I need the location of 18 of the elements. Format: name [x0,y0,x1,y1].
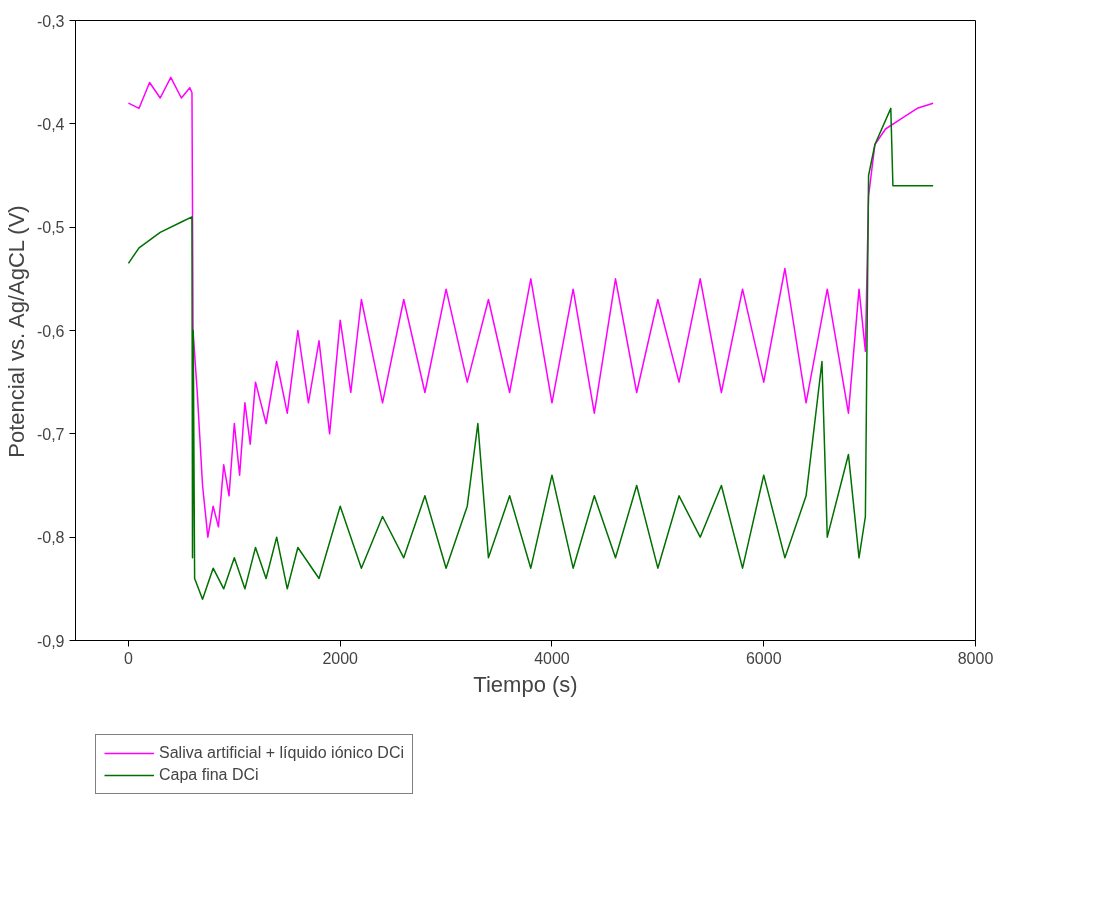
y-axis-title: Potencial vs. Ag/AgCL (V) [3,205,29,458]
legend-label: Capa fina DCi [159,766,259,784]
y-tick-label: -0,5 [36,219,65,237]
y-tick-label: -0,8 [36,529,65,547]
line-series [127,107,934,600]
x-tick-label: 0 [123,649,133,667]
line-series [127,76,934,538]
y-tick-label: -0,9 [36,632,65,650]
x-tick-label: 2000 [322,649,359,667]
y-tick-label: -0,4 [36,115,65,133]
y-tick-label: -0,3 [36,12,65,30]
y-tick-label: -0,6 [36,322,65,340]
x-tick-label: 8000 [957,649,994,667]
y-tick-label: -0,7 [36,425,65,443]
x-tick-label: 4000 [534,649,570,667]
legend-label: Saliva artificial + líquido iónico DCi [159,744,404,762]
x-axis-title: Tiempo (s) [473,671,578,697]
x-tick-label: 6000 [745,649,782,667]
